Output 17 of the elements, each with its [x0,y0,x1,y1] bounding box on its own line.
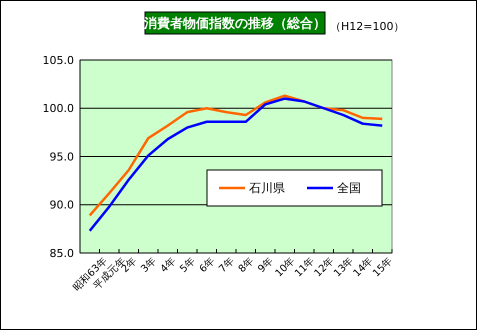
x-tick-label: 6年 [197,254,218,276]
x-tick-label: 9年 [256,254,276,276]
x-tick-label: 7年 [216,254,237,276]
y-tick-label: 90.0 [50,198,74,212]
x-tick-label: 8年 [236,254,256,276]
y-tick-label: 85.0 [50,246,74,260]
legend-label: 全国 [337,181,361,196]
x-tick-label: 15年 [370,254,395,280]
x-tick-label: 5年 [178,254,198,276]
y-tick-label: 100.0 [42,102,74,116]
x-tick-label: 3年 [138,254,159,276]
legend-label: 石川県 [249,181,285,196]
x-tick-label: 4年 [158,254,178,276]
chart-title: 消費者物価指数の推移（総合） [143,16,326,32]
y-tick-label: 95.0 [50,150,74,164]
chart-subtitle: （H12=100） [330,20,404,33]
y-tick-label: 105.0 [42,54,74,67]
